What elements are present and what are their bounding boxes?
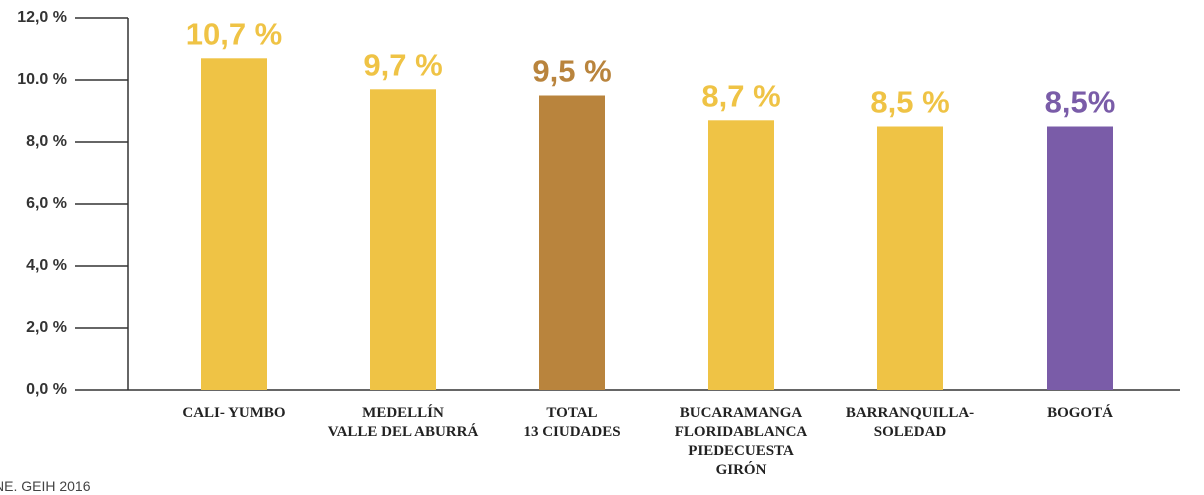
y-tick-label: 4,0 % (26, 257, 67, 274)
y-tick-label: 10.0 % (17, 71, 67, 88)
value-label: 8,5% (1045, 85, 1116, 120)
x-tick-label: BUCARAMANGA FLORIDABLANCA PIEDECUESTA GI… (674, 405, 808, 478)
source: NE. GEIH 2016 (0, 478, 91, 494)
value-label: 10,7 % (186, 16, 283, 51)
bar (201, 58, 267, 391)
x-tick-label: TOTAL 13 CIUDADES (523, 405, 621, 440)
bar (539, 95, 605, 390)
y-tick-label: 8,0 % (26, 133, 67, 150)
bar (708, 120, 774, 391)
value-label: 8,5 % (870, 85, 949, 120)
bar (1047, 126, 1113, 390)
y-tick-label: 0,0 % (26, 381, 67, 398)
x-tick-label: CALI- YUMBO (182, 405, 286, 421)
value-label: 9,7 % (363, 47, 442, 82)
y-tick-label: 12,0 % (17, 9, 67, 26)
bar (877, 126, 943, 390)
x-tick-label: MEDELLÍN VALLE DEL ABURRÁ (327, 405, 479, 440)
value-label: 8,7 % (701, 78, 780, 113)
x-tick-label: BOGOTÁ (1047, 405, 1113, 421)
bar (370, 89, 436, 391)
y-tick-label: 6,0 % (26, 195, 67, 212)
value-label: 9,5 % (532, 54, 611, 89)
y-tick-label: 2,0 % (26, 319, 67, 336)
x-tick-label: BARRANQUILLA- SOLEDAD (845, 405, 975, 440)
